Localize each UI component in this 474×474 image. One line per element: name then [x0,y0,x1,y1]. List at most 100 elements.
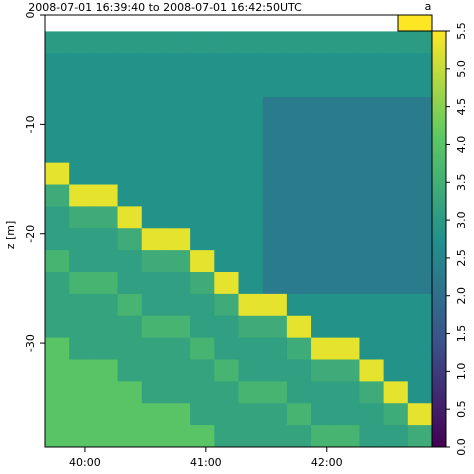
cell [407,53,433,76]
cell [286,97,312,120]
cell [359,118,385,142]
cell [335,337,360,361]
cell [141,206,167,229]
cell [359,140,385,164]
cell [190,31,215,54]
cell [165,53,191,76]
cell [214,184,239,207]
cell [286,315,312,339]
cell [311,403,336,426]
cell [165,140,191,164]
cell [335,118,360,142]
cell [311,31,336,54]
cell [93,31,119,54]
cell [141,425,167,448]
cell [383,97,409,120]
cell [117,31,143,54]
cell [214,75,239,98]
cell [335,359,360,382]
cell [69,97,94,120]
cell [45,206,70,229]
cell [141,97,167,120]
cell [165,403,191,426]
cell [93,293,119,317]
cell [359,293,385,317]
cell [286,228,312,251]
cell [262,140,288,164]
x-tick-label: 41:00 [190,456,222,469]
colorbar-tick-label: 5.5 [455,22,468,40]
cell [117,272,143,295]
colorbar-tick-label: 4.5 [455,98,468,116]
cell [45,184,70,207]
cell [214,206,239,229]
cell [383,228,409,251]
cell [141,118,167,142]
cell [262,381,288,404]
cell [93,272,119,295]
cell [407,425,433,448]
cell [45,118,70,142]
cell [335,272,360,295]
cell [165,425,191,448]
cell [141,53,167,76]
cell [286,206,312,229]
cell [262,228,288,251]
cell [214,140,239,164]
cell [214,31,239,54]
cell [359,315,385,339]
cell [335,381,360,404]
cell [262,337,288,361]
cell [286,359,312,382]
cell [45,403,70,426]
cell [165,250,191,273]
cell [214,403,239,426]
cell [117,97,143,120]
cell [190,53,215,76]
cell [69,337,94,361]
cell [45,97,70,120]
cell [262,206,288,229]
cell [383,140,409,164]
cell [311,162,336,186]
cell [93,228,119,251]
cell [262,403,288,426]
cell [359,381,385,404]
cell [286,425,312,448]
cell [69,359,94,382]
cell [359,97,385,120]
cell [286,140,312,164]
cell [359,403,385,426]
cell [214,293,239,317]
cell [335,228,360,251]
cell [359,75,385,98]
cell [45,140,70,164]
cell [383,162,409,186]
cell [407,403,433,426]
y-tick-label: -20 [24,225,37,243]
cell [117,118,143,142]
cell [69,31,94,54]
colorbar-tick-label: 3.5 [455,174,468,192]
cell [407,250,433,273]
cell [214,53,239,76]
cell [238,118,264,142]
cell [311,97,336,120]
cell [238,381,264,404]
cell [238,97,264,120]
cell [141,293,167,317]
cell [383,425,409,448]
cell [69,162,94,186]
cell [383,381,409,404]
cell [190,228,215,251]
cell [383,53,409,76]
cell [165,31,191,54]
cell [165,162,191,186]
cell [190,162,215,186]
x-tick-label: 42:00 [311,456,343,469]
cell [69,293,94,317]
cell [238,337,264,361]
cell [407,381,433,404]
cell [69,184,94,207]
cell [214,315,239,339]
